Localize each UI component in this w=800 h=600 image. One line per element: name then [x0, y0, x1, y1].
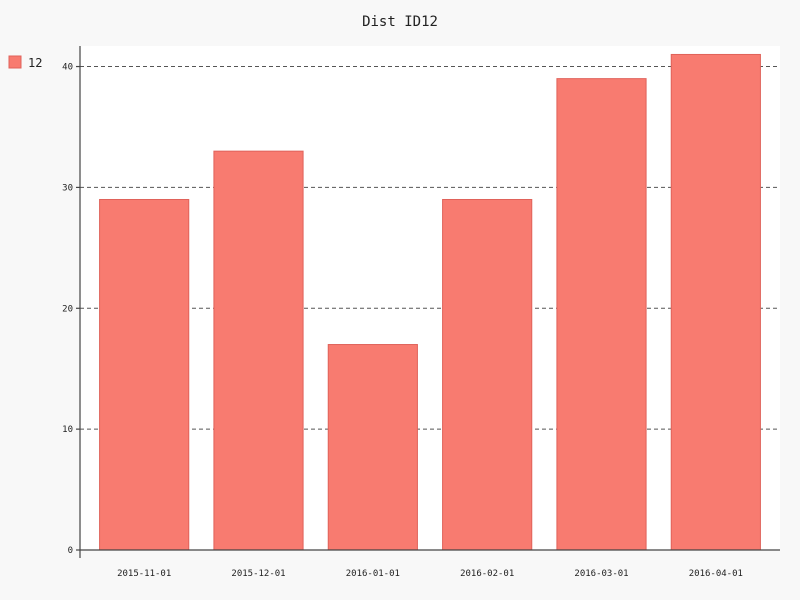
legend[interactable]: 12 [8, 55, 42, 70]
bar-2015-11-01[interactable] [99, 198, 190, 551]
x-tick-label-2016-04-01: 2016-04-01 [689, 569, 743, 579]
bar-2016-02-01[interactable] [442, 198, 533, 551]
y-tick-label-20: 20 [62, 304, 73, 314]
bar-2016-01-01[interactable] [327, 344, 418, 551]
x-tick-label-2016-03-01: 2016-03-01 [574, 569, 628, 579]
bar-2015-12-01[interactable] [213, 150, 304, 551]
x-tick-label-2016-01-01: 2016-01-01 [346, 569, 400, 579]
plot-area [80, 46, 780, 550]
bar-2016-03-01[interactable] [556, 78, 647, 551]
x-tick-label-2016-02-01: 2016-02-01 [460, 569, 514, 579]
y-tick-label-40: 40 [62, 63, 73, 73]
x-tick-labels: 2015-11-01 2015-12-01 2016-01-01 2016-02-01… [117, 569, 743, 579]
y-tick-labels: 0 10 20 30 40 [62, 63, 80, 556]
axes [79, 46, 780, 558]
bar-2016-04-01[interactable] [670, 53, 761, 551]
y-tick-label-30: 30 [62, 183, 73, 193]
x-tick-label-2015-12-01: 2015-12-01 [231, 569, 285, 579]
x-tick-label-2015-11-01: 2015-11-01 [117, 569, 171, 579]
legend-swatch [8, 55, 22, 69]
legend-label: 12 [28, 56, 42, 70]
bars [99, 53, 761, 551]
y-tick-label-10: 10 [62, 425, 73, 435]
gridlines [80, 66, 780, 430]
y-tick-label-0: 0 [68, 546, 73, 556]
chart-title: Dist ID12 [362, 14, 438, 30]
